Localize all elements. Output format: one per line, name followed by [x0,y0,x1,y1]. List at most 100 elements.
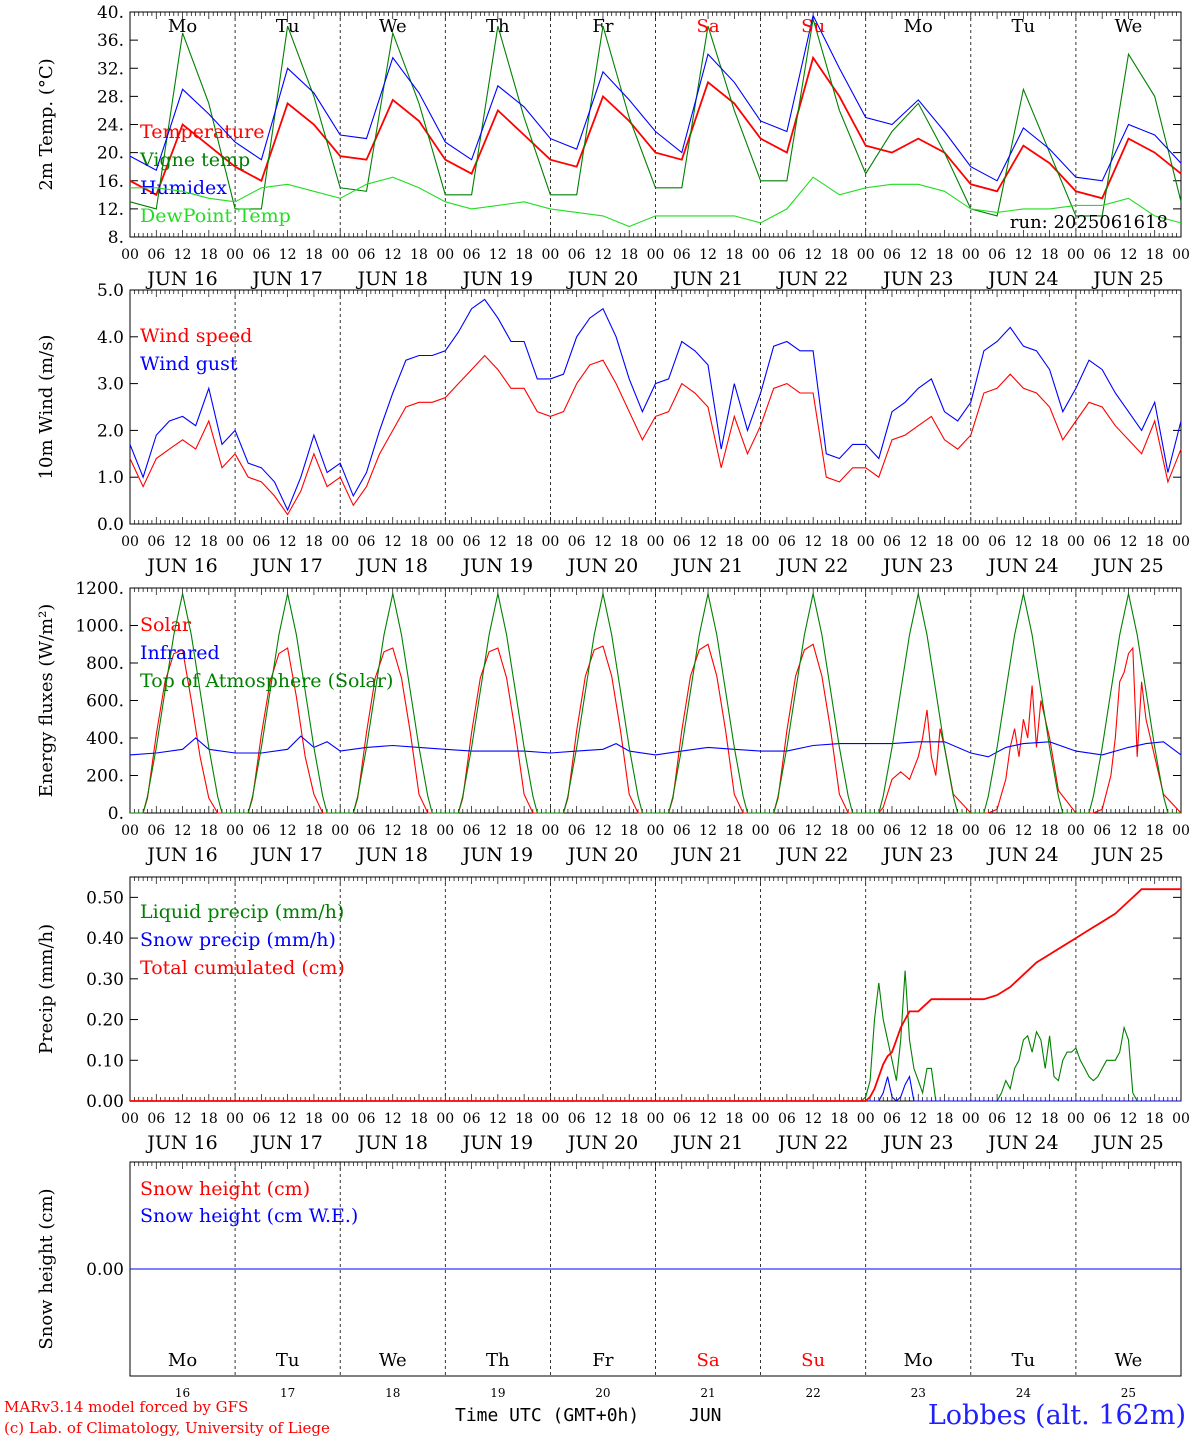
hour-tick-label: 00 [226,534,244,550]
hour-tick-label: 18 [620,1111,638,1127]
day-number-label: 16 [175,1386,190,1400]
hour-tick-label: 00 [857,534,875,550]
y-tick-label: 800. [86,654,124,674]
hour-tick-label: 06 [1093,1111,1111,1127]
hour-tick-label: 00 [541,247,559,263]
hour-tick-label: 06 [568,247,586,263]
hour-tick-label: 00 [962,823,980,839]
hour-tick-label: 00 [541,534,559,550]
hour-tick-label: 06 [673,534,691,550]
hour-tick-label: 12 [699,247,717,263]
hour-tick-label: 18 [1041,823,1059,839]
hour-tick-label: 00 [1067,247,1085,263]
hour-tick-label: 18 [1146,534,1164,550]
hour-tick-label: 06 [568,1111,586,1127]
y-tick-label: 0.50 [86,888,124,908]
hour-tick-label: 18 [1146,247,1164,263]
station-name: Lobbes (alt. 162m) [927,1400,1186,1431]
date-label: JUN 19 [461,844,533,866]
date-label: JUN 17 [250,555,322,577]
y-tick-label: 16. [97,172,124,192]
hour-tick-label: 06 [147,534,165,550]
date-label: JUN 17 [250,844,322,866]
hour-tick-label: 18 [725,534,743,550]
hour-tick-label: 00 [962,534,980,550]
hour-tick-label: 18 [305,247,323,263]
hour-tick-label: 12 [174,247,192,263]
hour-tick-label: 06 [988,534,1006,550]
date-label: JUN 22 [776,1132,848,1154]
series-line [130,970,1181,1102]
month-label: JUN [689,1405,722,1426]
legend-entry: Humidex [140,177,227,199]
hour-tick-label: 18 [305,534,323,550]
y-tick-label: 0.40 [86,929,124,949]
hour-tick-label: 18 [936,247,954,263]
hour-tick-label: 18 [1146,1111,1164,1127]
hour-tick-label: 06 [358,247,376,263]
date-label: JUN 22 [776,844,848,866]
weekday-label: We [379,16,407,37]
hour-tick-label: 06 [1093,534,1111,550]
legend-entry: Wind gust [140,353,238,375]
date-label: JUN 18 [356,844,428,866]
hour-tick-label: 18 [725,247,743,263]
hour-tick-label: 00 [1067,1111,1085,1127]
hour-tick-label: 00 [1172,1111,1190,1127]
legend-entry: Solar [140,614,192,636]
day-number-label: 23 [911,1386,926,1400]
hour-tick-label: 18 [1041,1111,1059,1127]
legend-entry: Liquid precip (mm/h) [140,901,344,923]
hour-tick-label: 12 [1014,823,1032,839]
plot-frame [129,587,1182,814]
hour-tick-label: 06 [252,1111,270,1127]
model-credit: MARv3.14 model forced by GFS [4,1398,249,1416]
hour-tick-label: 00 [436,247,454,263]
hour-tick-label: 06 [883,247,901,263]
hour-tick-label: 06 [358,1111,376,1127]
hour-tick-label: 06 [1093,247,1111,263]
hour-tick-label: 00 [962,247,980,263]
hour-tick-label: 18 [831,534,849,550]
date-label: JUN 16 [145,844,217,866]
legend-entry: Temperature [140,121,264,143]
hour-tick-label: 06 [778,247,796,263]
series-line [129,735,1182,758]
day-number-label: 18 [385,1386,400,1400]
date-label: JUN 25 [1091,555,1163,577]
date-label: JUN 18 [356,268,428,290]
hour-tick-label: 00 [752,823,770,839]
day-number-label: 21 [700,1386,715,1400]
hour-tick-label: 00 [226,823,244,839]
hour-tick-label: 00 [647,823,665,839]
hour-tick-label: 00 [857,1111,875,1127]
hour-tick-label: 18 [515,1111,533,1127]
hour-tick-label: 12 [909,247,927,263]
hour-tick-label: 00 [647,247,665,263]
hour-tick-label: 06 [147,247,165,263]
hour-tick-label: 00 [436,534,454,550]
y-tick-label: 2.0 [97,421,124,441]
legend-entry: Infrared [140,642,220,664]
series-line [130,643,1182,814]
date-label: JUN 21 [671,844,743,866]
hour-tick-label: 12 [489,1111,507,1127]
day-number-label: 20 [595,1386,610,1400]
date-label: JUN 19 [461,268,533,290]
hour-tick-label: 12 [174,1111,192,1127]
hour-tick-label: 12 [594,1111,612,1127]
hour-tick-label: 18 [410,823,428,839]
hour-tick-label: 12 [279,823,297,839]
y-tick-label: 0.20 [86,1011,124,1031]
day-number-label: 22 [806,1386,821,1400]
day-number-label: 24 [1016,1386,1032,1400]
hour-tick-label: 18 [200,823,218,839]
hour-tick-label: 00 [436,823,454,839]
hour-tick-label: 06 [673,823,691,839]
hour-tick-label: 18 [1041,247,1059,263]
y-tick-label: 1.0 [97,468,124,488]
hour-tick-label: 18 [200,247,218,263]
y-tick-label: 12. [97,200,124,220]
hour-tick-label: 12 [1120,247,1138,263]
hour-tick-label: 06 [463,1111,481,1127]
